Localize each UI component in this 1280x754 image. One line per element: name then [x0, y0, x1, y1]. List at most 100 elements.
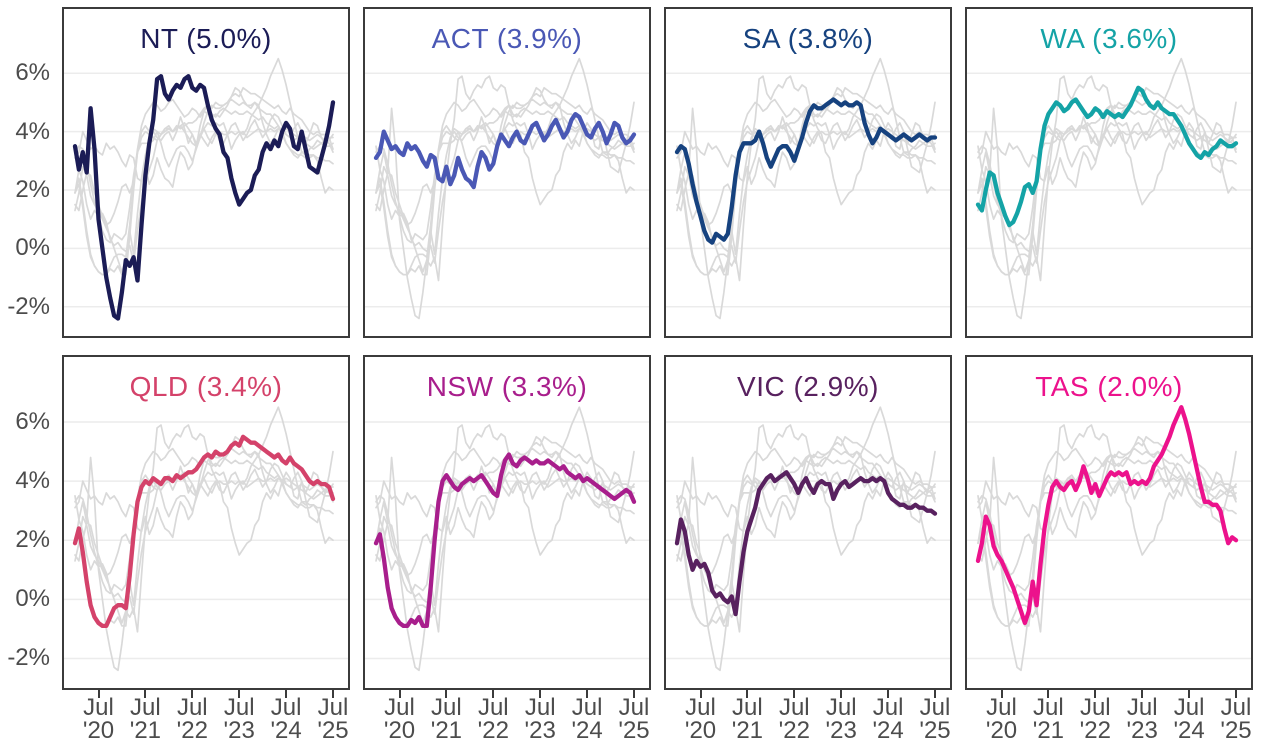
panel-title-VIC: VIC (2.9%) — [737, 371, 879, 402]
x-axis-label-year: '25 — [317, 717, 349, 744]
background-series-line-NT — [74, 424, 334, 672]
x-axis-tick-mark — [1000, 690, 1003, 698]
x-axis-tick-mark — [144, 690, 147, 698]
x-axis-label-year: '20 — [82, 717, 115, 744]
panel-title-WA: WA (3.6%) — [1040, 23, 1178, 54]
x-axis-label-month: Jul — [778, 694, 810, 721]
y-axis-label: -2% — [7, 292, 50, 320]
x-axis-label-year: '23 — [1126, 717, 1158, 744]
panel-WA: WA (3.6%) — [965, 7, 1253, 338]
x-axis-label-year: '22 — [778, 717, 810, 744]
panel-plot-TAS — [967, 405, 1251, 672]
panel-plot-WA — [967, 57, 1251, 320]
x-axis-label-year: '24 — [270, 717, 302, 744]
y-axis-label: 2% — [15, 176, 50, 203]
background-series-line-TAS — [375, 406, 635, 624]
highlight-series-line-WA — [975, 85, 1239, 228]
x-axis-label-month: Jul — [732, 694, 763, 721]
x-axis-label-month: Jul — [130, 694, 161, 721]
x-axis-tick-mark — [191, 690, 194, 698]
panel-ACT: ACT (3.9%) — [363, 7, 651, 338]
panel-plot-NT — [64, 57, 348, 321]
panel-title-QLD: QLD (3.4%) — [129, 371, 283, 402]
y-axis-label: 6% — [15, 59, 50, 87]
x-axis-label-month: Jul — [317, 694, 349, 721]
highlight-series-line-NT — [72, 74, 336, 321]
x-axis-label-month: Jul — [571, 694, 603, 721]
panel-QLD: QLD (3.4%) — [62, 355, 350, 690]
x-axis-label-month: Jul — [825, 694, 857, 721]
x-axis-label-year: '25 — [618, 717, 650, 744]
x-axis-label-year: '25 — [1220, 717, 1252, 744]
x-axis-tick-mark — [1188, 690, 1191, 698]
highlight-series-line-SA — [674, 97, 938, 245]
x-axis-tick-mark — [97, 690, 100, 698]
background-series-line-NSW — [676, 104, 936, 276]
background-series-line-QLD — [977, 86, 1237, 276]
background-series-line-NT — [977, 75, 1237, 320]
y-axis-label: 2% — [15, 526, 50, 554]
background-series-line-NSW — [676, 453, 936, 627]
panel-plot-SA — [666, 57, 950, 320]
panel-title-TAS: TAS (2.0%) — [1035, 371, 1183, 402]
x-axis-label-month: Jul — [83, 694, 114, 721]
x-axis-tick-mark — [1235, 690, 1237, 698]
background-series-line-VIC — [977, 122, 1237, 264]
x-axis-label-year: '21 — [129, 717, 162, 744]
x-axis-label-month: Jul — [431, 694, 462, 721]
background-series-line-QLD — [375, 86, 635, 276]
x-axis-tick-mark — [1141, 690, 1144, 698]
x-axis-tick-mark — [633, 690, 635, 698]
background-series-line-QLD — [676, 435, 936, 627]
x-axis-label-year: '23 — [825, 717, 857, 744]
x-axis-label-month: Jul — [919, 694, 951, 721]
x-axis-label-year: '23 — [524, 717, 556, 744]
x-axis-label-year: '21 — [430, 717, 463, 744]
background-series-line-NT — [375, 75, 635, 320]
y-axis-label: 0% — [15, 234, 50, 262]
x-axis-label-month: Jul — [223, 694, 255, 721]
highlight-series-line-VIC — [674, 470, 938, 617]
x-axis-tick-mark — [586, 690, 589, 698]
background-series-line-VIC — [676, 122, 936, 264]
panel-VIC: VIC (2.9%) — [664, 355, 952, 690]
highlight-series-line-QLD — [72, 434, 336, 629]
x-axis-label-month: Jul — [270, 694, 302, 721]
x-axis-label-year: '22 — [176, 717, 208, 744]
y-axis-label: 0% — [15, 585, 50, 613]
background-series-line-SA — [375, 447, 635, 595]
x-axis-label-month: Jul — [685, 694, 716, 721]
x-axis-tick-mark — [887, 690, 890, 698]
x-axis-tick-mark — [539, 690, 542, 698]
x-axis-label-month: Jul — [1033, 694, 1064, 721]
x-axis-tick-mark — [793, 690, 796, 698]
x-axis-label-year: '20 — [985, 717, 1018, 744]
x-axis-tick-mark — [238, 690, 241, 698]
panel-plot-QLD — [64, 406, 348, 672]
highlight-series-line-NSW — [373, 452, 637, 629]
x-axis-label-month: Jul — [986, 694, 1017, 721]
x-axis-tick-mark — [934, 690, 936, 698]
panel-NSW: NSW (3.3%) — [363, 355, 651, 690]
x-axis-tick-mark — [492, 690, 495, 698]
panel-plot-VIC — [666, 406, 950, 672]
panel-title-NT: NT (5.0%) — [140, 23, 272, 54]
panel-TAS: TAS (2.0%) — [965, 355, 1253, 690]
x-axis-label-month: Jul — [618, 694, 650, 721]
background-series-line-NT — [977, 424, 1237, 672]
x-axis-tick-mark — [1047, 690, 1050, 698]
panel-plot-ACT — [365, 57, 649, 320]
background-series-line-TAS — [375, 57, 635, 273]
background-series-line-VIC — [74, 471, 334, 615]
x-axis-label-month: Jul — [1079, 694, 1111, 721]
background-series-line-NT — [375, 424, 635, 672]
y-axis-label: 4% — [15, 117, 50, 145]
x-axis-label-month: Jul — [872, 694, 904, 721]
x-axis-tick-mark — [445, 690, 448, 698]
background-series-line-TAS — [977, 57, 1237, 273]
x-axis-tick-mark — [746, 690, 749, 698]
x-axis-label-month: Jul — [1126, 694, 1158, 721]
background-series-line-NT — [676, 424, 936, 672]
x-axis-tick-mark — [398, 690, 401, 698]
